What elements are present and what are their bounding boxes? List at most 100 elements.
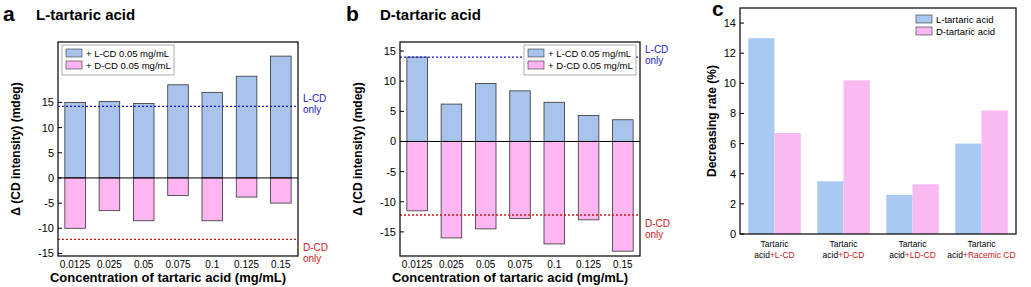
legend-label: + L-CD 0.05 mg/mL bbox=[86, 48, 169, 59]
x-tick-label: Tartaricacid+L-CD bbox=[754, 239, 794, 260]
bar bbox=[236, 178, 257, 197]
y-tick-label: 5 bbox=[390, 105, 396, 117]
bar bbox=[99, 101, 120, 178]
bar bbox=[168, 85, 189, 178]
legend-swatch bbox=[916, 27, 932, 35]
annotation: L-CDonly bbox=[645, 44, 668, 66]
x-axis-title: Concentration of tartaric acid (mg/mL) bbox=[50, 270, 286, 285]
bar bbox=[844, 80, 870, 234]
frame bbox=[740, 8, 1016, 234]
x-tick-label: 0.05 bbox=[476, 259, 496, 270]
x-tick-label: Tartaricacid+Racemic CD bbox=[947, 239, 1015, 260]
x-tick-label: 0.075 bbox=[507, 259, 532, 270]
bar bbox=[913, 184, 939, 234]
y-tick bbox=[740, 113, 744, 114]
legend-swatch bbox=[66, 61, 82, 69]
x-axis-title: Concentration of tartaric acid (mg/mL) bbox=[392, 270, 628, 285]
y-tick bbox=[400, 171, 404, 172]
panel-label: c bbox=[712, 0, 724, 20]
bar bbox=[202, 92, 223, 178]
y-tick-label: -5 bbox=[386, 166, 396, 178]
y-tick-label: 8 bbox=[730, 107, 736, 119]
y-tick-label: 10 bbox=[384, 75, 396, 87]
x-tick-label: Tartaricacid+D-CD bbox=[823, 239, 865, 260]
annotation: D-CDonly bbox=[303, 242, 328, 264]
y-tick-label: 0 bbox=[730, 228, 736, 240]
y-tick bbox=[58, 228, 62, 229]
y-axis-title: Δ (CD intensity) (mdeg) bbox=[9, 82, 23, 215]
y-tick-label: 5 bbox=[48, 147, 54, 159]
legend-swatch bbox=[66, 49, 82, 57]
bar bbox=[475, 141, 496, 228]
annotation: L-CDonly bbox=[303, 93, 326, 115]
y-tick bbox=[740, 203, 744, 204]
bar bbox=[613, 141, 634, 251]
y-tick-label: 2 bbox=[730, 198, 736, 210]
y-tick bbox=[58, 253, 62, 254]
bar bbox=[775, 133, 801, 234]
y-tick bbox=[58, 177, 62, 178]
y-tick bbox=[400, 51, 404, 52]
panel-label: b bbox=[346, 2, 359, 25]
y-tick bbox=[740, 83, 744, 84]
bar bbox=[133, 178, 154, 221]
y-axis-title: Δ (CD intensity) (mdeg) bbox=[351, 82, 365, 215]
panel-label: a bbox=[3, 2, 15, 25]
bar bbox=[236, 76, 257, 178]
bar bbox=[65, 102, 86, 178]
x-tick-label: 0.05 bbox=[134, 259, 154, 270]
y-tick-label: 15 bbox=[384, 45, 396, 57]
y-tick bbox=[400, 141, 404, 142]
reference-line bbox=[400, 214, 640, 215]
bar bbox=[578, 116, 599, 142]
annotation: D-CDonly bbox=[645, 218, 670, 240]
bar bbox=[955, 144, 981, 234]
y-tick bbox=[58, 152, 62, 153]
legend-label: + D-CD 0.05 mg/mL bbox=[86, 60, 171, 71]
x-tick-label: 0.0125 bbox=[402, 259, 433, 270]
y-tick-label: 0 bbox=[390, 135, 396, 147]
y-tick bbox=[58, 203, 62, 204]
bar bbox=[817, 181, 843, 234]
y-tick-label: -10 bbox=[380, 196, 396, 208]
legend-swatch bbox=[528, 61, 544, 69]
frame bbox=[400, 42, 640, 256]
bar bbox=[441, 141, 462, 237]
y-tick bbox=[400, 231, 404, 232]
legend-label: + L-CD 0.05 mg/mL bbox=[548, 48, 631, 59]
frame bbox=[58, 42, 298, 256]
legend-label: D-tartaric acid bbox=[936, 26, 995, 37]
x-tick-label: Tartaricacid+LD-CD bbox=[889, 239, 936, 260]
y-tick-label: 10 bbox=[42, 122, 54, 134]
y-tick-label: -5 bbox=[44, 197, 54, 209]
y-tick-label: -15 bbox=[380, 226, 396, 238]
legend-label: + D-CD 0.05 mg/mL bbox=[548, 60, 633, 71]
bar bbox=[441, 104, 462, 141]
y-tick-label: -15 bbox=[38, 247, 54, 259]
y-tick bbox=[400, 201, 404, 202]
x-tick-label: 0.025 bbox=[97, 259, 122, 270]
x-tick-label: 0.15 bbox=[613, 259, 633, 270]
y-tick bbox=[740, 234, 744, 235]
x-tick-label: 0.125 bbox=[576, 259, 601, 270]
panel-b: b D-tartaric acid L-CDonly D-CDonly -15 -10 -5… bbox=[346, 2, 670, 285]
bar bbox=[271, 56, 292, 178]
y-tick bbox=[58, 127, 62, 128]
zero-line bbox=[58, 177, 298, 178]
y-tick-label: 10 bbox=[724, 77, 736, 89]
panel-title: D-tartaric acid bbox=[380, 6, 481, 23]
plot-area bbox=[58, 56, 298, 239]
y-tick bbox=[400, 111, 404, 112]
x-tick-label: 0.15 bbox=[271, 259, 291, 270]
y-tick bbox=[58, 102, 62, 103]
legend-swatch bbox=[528, 49, 544, 57]
legend-box bbox=[62, 45, 174, 75]
x-tick-label: 0.025 bbox=[439, 259, 464, 270]
zero-line bbox=[400, 141, 640, 142]
reference-line bbox=[58, 106, 298, 107]
y-axis-title: Decreasing rate (%) bbox=[705, 65, 719, 177]
x-tick-label: 0.1 bbox=[547, 259, 561, 270]
bar bbox=[475, 84, 496, 142]
y-tick-label: 12 bbox=[724, 47, 736, 59]
bar bbox=[886, 195, 912, 234]
